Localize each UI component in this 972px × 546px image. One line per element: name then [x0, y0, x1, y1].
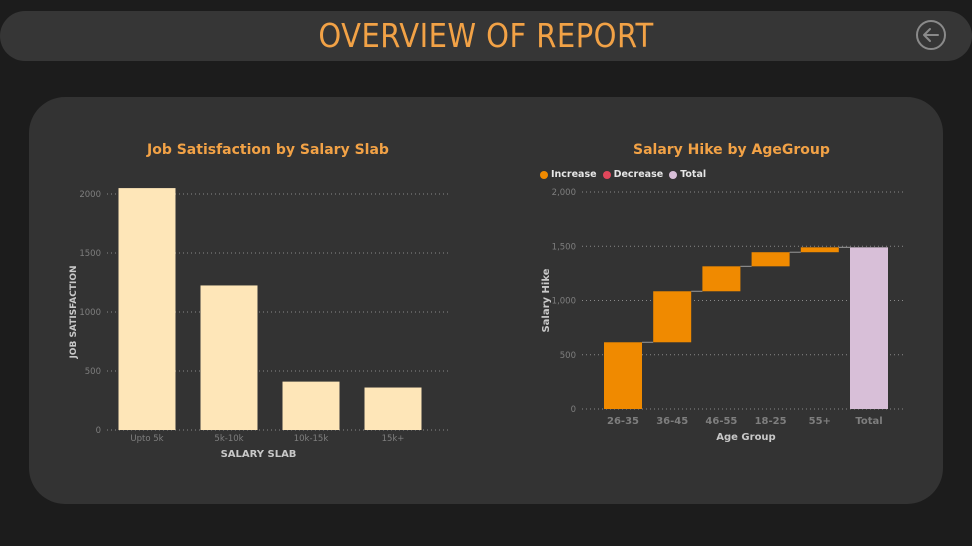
- bar: [118, 188, 176, 430]
- legend: Increase Decrease Total: [540, 169, 706, 180]
- waterfall-bar: [653, 291, 692, 343]
- legend-item-total[interactable]: Total: [669, 169, 706, 180]
- legend-dot-decrease: [602, 170, 611, 179]
- legend-label-decrease: Decrease: [613, 169, 664, 180]
- waterfall-bar: [604, 342, 642, 409]
- legend-label-increase: Increase: [551, 169, 597, 180]
- page-title: OVERVIEW OF REPORT: [318, 16, 654, 55]
- waterfall-bar: [702, 266, 741, 292]
- bar: [364, 387, 422, 430]
- legend-dot-increase: [540, 170, 548, 179]
- x-tick-label: 18-25: [755, 416, 787, 427]
- y-tick-label: 1,500: [552, 242, 576, 252]
- legend-item-increase[interactable]: Increase: [540, 169, 597, 180]
- x-tick-label: 15k+: [382, 434, 405, 444]
- x-tick-label: 55+: [809, 416, 831, 427]
- back-arrow-icon[interactable]: [915, 19, 947, 51]
- bar: [282, 381, 340, 430]
- x-tick-label: Total: [855, 416, 882, 427]
- x-tick-label: 5k-10k: [214, 434, 243, 444]
- waterfall-bar: [751, 252, 790, 267]
- y-tick-label: 1,000: [552, 297, 576, 307]
- waterfall-bar: [850, 247, 888, 409]
- y-tick-label: 1000: [79, 308, 101, 318]
- x-tick-label: 46-55: [705, 416, 737, 427]
- bar: [200, 285, 258, 430]
- header-bar: OVERVIEW OF REPORT: [0, 11, 972, 61]
- legend-dot-total: [669, 170, 678, 179]
- x-axis-label: Age Group: [716, 432, 775, 443]
- waterfall-bar: [800, 247, 839, 253]
- x-tick-label: 10k-15k: [294, 434, 329, 444]
- y-tick-label: 1500: [79, 249, 101, 259]
- x-tick-label: 26-35: [607, 416, 639, 427]
- y-tick-label: 500: [560, 351, 576, 361]
- y-tick-label: 0: [571, 405, 576, 415]
- x-axis-label: SALARY SLAB: [221, 449, 297, 460]
- y-tick-label: 500: [85, 367, 101, 377]
- y-axis-label: JOB SATISFACTION: [69, 265, 79, 359]
- y-tick-label: 2000: [79, 190, 101, 200]
- chart-title-salary-hike: Salary Hike by AgeGroup: [633, 142, 830, 158]
- y-axis-label: Salary Hike: [541, 268, 552, 332]
- y-tick-label: 2,000: [552, 188, 576, 198]
- legend-item-decrease[interactable]: Decrease: [602, 169, 664, 180]
- x-tick-label: 36-45: [656, 416, 688, 427]
- x-tick-label: Upto 5k: [130, 434, 163, 444]
- chart-title-job-satisfaction: Job Satisfaction by Salary Slab: [147, 142, 389, 158]
- legend-label-total: Total: [680, 169, 707, 180]
- y-tick-label: 0: [96, 426, 101, 436]
